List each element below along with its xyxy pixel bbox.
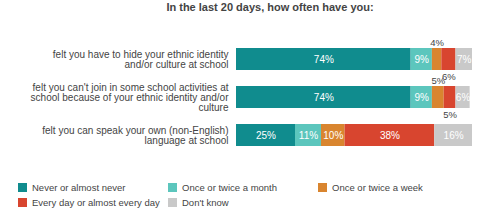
svg-text:10%: 10% <box>323 130 343 141</box>
html-text:Once or twice a week: Once or twice a week <box>332 182 423 193</box>
svg-text:4%: 4% <box>430 37 444 48</box>
html-text:Every day or almost every day: Every day or almost every day <box>32 197 160 208</box>
html-text:Once or twice a month: Once or twice a month <box>182 182 277 193</box>
svg-text:38%: 38% <box>380 130 400 141</box>
html-text:In the last 20 days, how often: In the last 20 days, how often have you: <box>166 1 374 13</box>
svg-text:5%: 5% <box>431 74 446 86</box>
svg-text:74%: 74% <box>314 54 334 65</box>
svg-text:74%: 74% <box>314 92 334 103</box>
svg-text:9%: 9% <box>415 54 430 65</box>
svg-text:11%: 11% <box>299 130 318 141</box>
svg-text:7%: 7% <box>457 54 472 65</box>
svg-text:felt you can speak your own (n: felt you can speak your own (non-English… <box>42 125 228 146</box>
svg-text:16%: 16% <box>444 130 464 141</box>
html-text:Never or almost never: Never or almost never <box>32 182 126 193</box>
svg-text:25%: 25% <box>256 130 276 141</box>
svg-text:6%: 6% <box>442 71 456 82</box>
svg-text:6%: 6% <box>456 92 471 103</box>
svg-text:felt you have to hide your eth: felt you have to hide your ethnic identi… <box>53 49 229 70</box>
svg-text:5%: 5% <box>443 109 457 120</box>
svg-text:felt you can't join in some sc: felt you can't join in some school activ… <box>31 82 230 113</box>
svg-text:9%: 9% <box>415 92 430 103</box>
html-text:Don't know: Don't know <box>182 197 229 208</box>
